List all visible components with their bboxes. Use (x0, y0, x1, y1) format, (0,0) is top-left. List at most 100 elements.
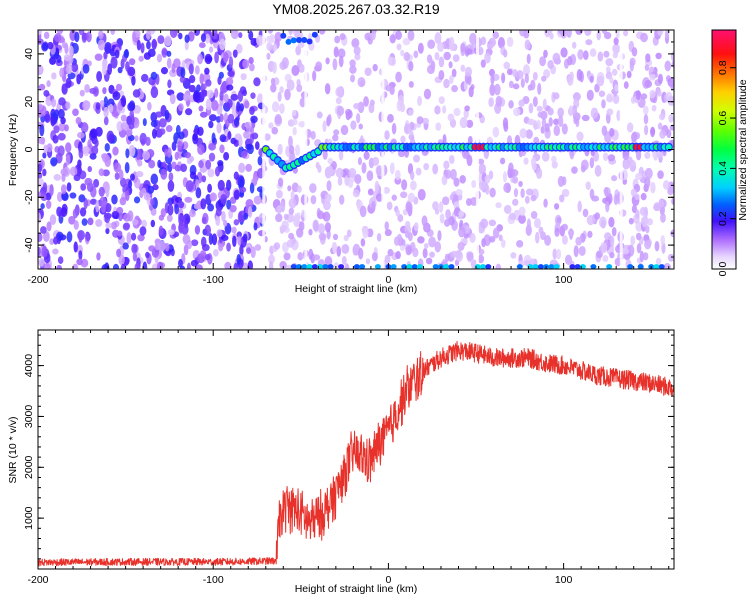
spectrogram-speckle (200, 250, 207, 257)
spectrogram-speckle (537, 82, 542, 95)
spectrogram-speckle (231, 226, 237, 234)
spectrogram-speckle (252, 175, 258, 186)
spectrogram-speckle (516, 69, 524, 80)
spectrogram-speckle (279, 86, 284, 94)
spectrogram-speckle (94, 53, 103, 61)
y-tick-label: 1000 (23, 506, 35, 530)
spectrogram-speckle (279, 224, 288, 232)
spectrogram-speckle (68, 45, 74, 57)
spectrogram-speckle (458, 210, 465, 217)
spectrogram-speckle (208, 233, 213, 245)
spectrogram-speckle (197, 53, 203, 65)
spectrogram-speckle (438, 96, 445, 104)
spectrogram-speckle (128, 144, 136, 157)
spectrogram-speckle (366, 228, 374, 238)
spectrogram-speckle (78, 231, 83, 243)
spectrogram-speckle (622, 248, 630, 255)
edge-band (359, 264, 366, 269)
spectrogram-speckle (279, 261, 287, 269)
spectrogram-speckle (254, 244, 262, 251)
spectrogram-speckle (248, 56, 254, 65)
spectrogram-speckle (288, 232, 294, 240)
spectrogram-speckle (577, 200, 582, 213)
spectrogram-speckle (237, 175, 245, 188)
spectrogram-speckle (430, 60, 436, 71)
spectrogram-speckle (495, 95, 503, 107)
spectrogram-speckle (393, 236, 400, 246)
spectrogram-speckle (395, 208, 400, 217)
spectrogram-speckle (449, 194, 454, 201)
spectrogram-speckle (189, 171, 197, 180)
spectrogram-speckle (238, 32, 243, 39)
spectrogram-speckle (243, 212, 249, 220)
spectrogram-speckle (508, 100, 514, 109)
spectrogram-speckle (641, 215, 648, 228)
spectrogram-speckle (38, 30, 43, 36)
spectrogram-speckle (244, 100, 250, 109)
spectrogram-speckle (631, 47, 638, 57)
spectrogram-speckle (469, 232, 476, 243)
spectrogram-speckle (150, 198, 155, 206)
spectrogram-speckle (609, 251, 615, 259)
spectrogram-speckle (214, 166, 221, 177)
spectrogram-speckle (226, 84, 234, 91)
spectrogram-speckle (248, 30, 254, 41)
spectrogram-speckle (346, 229, 352, 238)
spectrogram-speckle (543, 49, 548, 59)
spectrogram-speckle (423, 162, 430, 171)
spectrogram-speckle (438, 201, 444, 213)
spectrogram-speckle (89, 198, 98, 205)
spectrogram-speckle (188, 63, 194, 75)
spectrogram-speckle (150, 86, 159, 99)
spectrogram-speckle (102, 87, 107, 95)
spectrogram-speckle (139, 132, 147, 145)
spectrogram-speckle (450, 250, 458, 258)
spectrogram-speckle (561, 235, 568, 245)
spectrogram-speckle (512, 68, 518, 78)
spectrogram-speckle (539, 56, 547, 67)
spectrogram-speckle (228, 56, 234, 69)
spectrogram-speckle (408, 81, 414, 88)
spectrogram-speckle (103, 116, 109, 126)
spectrogram-speckle (657, 30, 664, 36)
spectrogram-speckle (66, 231, 73, 243)
spectrogram-speckle (132, 218, 139, 226)
spectrogram-speckle (524, 39, 531, 50)
spectrogram-speckle (518, 214, 526, 224)
spectrogram-speckle (658, 199, 665, 208)
spectrogram-speckle (524, 73, 529, 84)
spectrogram-speckle (309, 183, 317, 194)
spectrogram-speckle (164, 35, 172, 47)
spectrogram-speckle (644, 176, 651, 189)
spectrogram-speckle (60, 168, 69, 176)
spectrogram-speckle (141, 219, 148, 228)
spectrogram-speckle (571, 105, 578, 117)
spectrogram-speckle (107, 63, 113, 76)
spectrogram-speckle (432, 163, 439, 175)
spectrogram-speckle (105, 203, 112, 213)
spectrogram-speckle (233, 117, 240, 128)
spectrogram-speckle (111, 194, 118, 205)
spectrogram-speckle (518, 180, 523, 188)
spectrogram-speckle (516, 240, 524, 248)
spectrogram-speckle (195, 179, 200, 188)
spectrogram-x-label: Height of straight line (km) (295, 283, 418, 295)
spectrogram-speckle (145, 30, 151, 40)
spectrogram-speckle (136, 39, 141, 51)
spectrogram-speckle (69, 166, 78, 177)
spectrogram-speckle (220, 193, 227, 205)
spectrogram-speckle (503, 49, 508, 58)
spectrogram-speckle (126, 232, 132, 244)
spectrogram-speckle (58, 122, 67, 132)
spectrogram-speckle (223, 219, 228, 227)
spectrogram-speckle (218, 71, 224, 79)
spectrogram-speckle (577, 49, 584, 60)
edge-band (311, 264, 318, 269)
spectrogram-speckle (122, 223, 130, 231)
spectrogram-speckle (50, 115, 56, 127)
spectrogram-speckle (426, 54, 433, 64)
edge-band (448, 264, 455, 269)
edge-band (306, 38, 313, 45)
spectrogram-speckle (147, 101, 152, 111)
spectrogram-speckle (635, 90, 641, 101)
